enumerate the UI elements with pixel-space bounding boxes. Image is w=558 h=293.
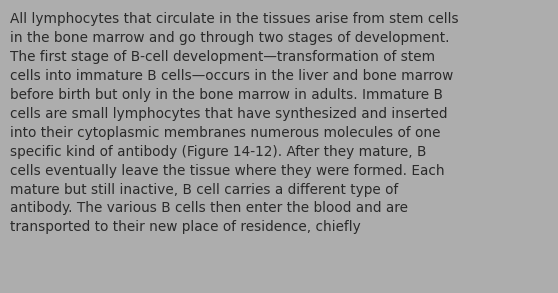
Text: All lymphocytes that circulate in the tissues arise from stem cells
in the bone : All lymphocytes that circulate in the ti…: [10, 12, 459, 234]
